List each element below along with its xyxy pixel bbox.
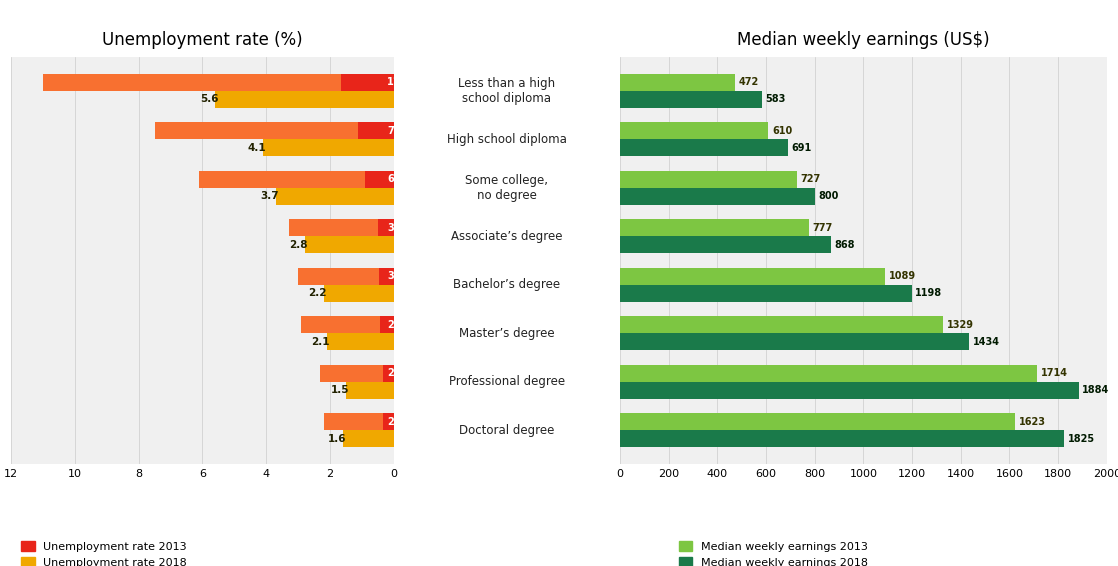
Text: Doctoral degree: Doctoral degree — [459, 424, 555, 436]
Bar — [619, 219, 809, 236]
Text: Some college,
no degree: Some college, no degree — [465, 174, 548, 201]
Bar — [379, 268, 394, 285]
Bar — [619, 381, 1079, 398]
Text: 1198: 1198 — [916, 288, 942, 298]
Text: 800: 800 — [818, 191, 838, 201]
Bar — [323, 285, 394, 302]
Title: Unemployment rate (%): Unemployment rate (%) — [102, 32, 303, 49]
Bar — [619, 139, 788, 156]
Text: Less than a high
school diploma: Less than a high school diploma — [458, 76, 556, 105]
Bar — [619, 268, 885, 285]
Text: Associate’s degree: Associate’s degree — [451, 230, 562, 243]
Bar — [364, 170, 394, 187]
Bar — [345, 381, 394, 398]
Bar — [44, 74, 394, 91]
Text: 472: 472 — [739, 77, 759, 87]
Bar — [154, 122, 394, 139]
Text: 2.9: 2.9 — [388, 320, 405, 329]
Text: 727: 727 — [800, 174, 821, 184]
Text: High school diploma: High school diploma — [447, 132, 567, 145]
Text: 11: 11 — [388, 77, 401, 87]
Text: 1089: 1089 — [889, 271, 916, 281]
Bar — [619, 187, 815, 204]
Bar — [288, 219, 394, 236]
Title: Median weekly earnings (US$): Median weekly earnings (US$) — [737, 32, 989, 49]
Text: Master’s degree: Master’s degree — [459, 327, 555, 340]
Text: 1825: 1825 — [1068, 434, 1095, 444]
Text: 2.2: 2.2 — [309, 288, 326, 298]
Text: 3: 3 — [388, 271, 395, 281]
Bar — [619, 316, 944, 333]
Bar — [380, 316, 394, 333]
Bar — [382, 365, 394, 381]
Text: 3.7: 3.7 — [260, 191, 280, 201]
Bar — [619, 122, 768, 139]
Bar — [321, 365, 394, 381]
Bar — [619, 170, 797, 187]
Text: 2.2: 2.2 — [388, 417, 405, 427]
Text: 2.3: 2.3 — [388, 368, 405, 378]
Text: 610: 610 — [773, 126, 793, 136]
Legend: Median weekly earnings 2013, Median weekly earnings 2018: Median weekly earnings 2013, Median week… — [674, 537, 872, 566]
Bar — [619, 430, 1064, 447]
Bar — [619, 285, 911, 302]
Text: 1329: 1329 — [947, 320, 974, 329]
Text: 6.1: 6.1 — [388, 174, 405, 184]
Text: Professional degree: Professional degree — [448, 375, 565, 388]
Text: 1714: 1714 — [1041, 368, 1068, 378]
Text: 7.5: 7.5 — [388, 126, 405, 136]
Legend: Unemployment rate 2013, Unemployment rate 2018: Unemployment rate 2013, Unemployment rat… — [17, 537, 191, 566]
Bar — [299, 268, 394, 285]
Text: 3.3: 3.3 — [388, 222, 405, 233]
Bar — [358, 122, 394, 139]
Text: 4.1: 4.1 — [247, 143, 266, 153]
Bar — [619, 74, 735, 91]
Text: 1434: 1434 — [973, 337, 999, 346]
Bar — [276, 187, 394, 204]
Bar — [216, 91, 394, 108]
Bar — [619, 91, 761, 108]
Bar — [199, 170, 394, 187]
Bar — [383, 413, 394, 430]
Text: 5.6: 5.6 — [200, 94, 218, 104]
Bar — [304, 236, 394, 253]
Text: Bachelor’s degree: Bachelor’s degree — [453, 278, 560, 291]
Text: 691: 691 — [792, 143, 812, 153]
Text: 777: 777 — [813, 222, 833, 233]
Bar — [341, 74, 394, 91]
Bar — [263, 139, 394, 156]
Bar — [323, 413, 394, 430]
Text: 2.8: 2.8 — [290, 239, 307, 250]
Text: 1884: 1884 — [1082, 385, 1109, 395]
Bar — [326, 333, 394, 350]
Text: 2.1: 2.1 — [312, 337, 330, 346]
Bar — [619, 236, 831, 253]
Text: 868: 868 — [835, 239, 855, 250]
Bar — [343, 430, 394, 447]
Text: 1.6: 1.6 — [328, 434, 345, 444]
Bar — [378, 219, 394, 236]
Bar — [619, 333, 969, 350]
Text: 1.5: 1.5 — [331, 385, 349, 395]
Bar — [302, 316, 394, 333]
Text: 583: 583 — [766, 94, 786, 104]
Text: 1623: 1623 — [1018, 417, 1045, 427]
Bar — [619, 413, 1015, 430]
Bar — [619, 365, 1038, 381]
